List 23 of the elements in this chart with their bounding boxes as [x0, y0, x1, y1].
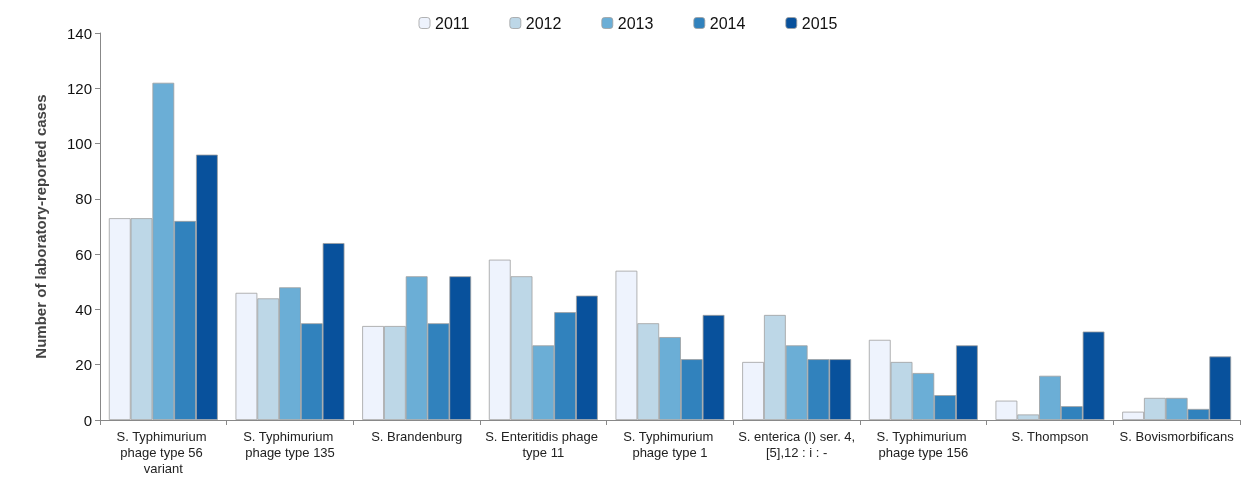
- x-tick-label: S. Enteritidis phage type 11: [485, 428, 602, 460]
- y-tick-label: 100: [66, 135, 92, 153]
- legend-label: 2013: [617, 14, 654, 32]
- x-tick-label: S. Typhimurium phage type 1: [623, 428, 717, 460]
- y-tick-label: 80: [75, 190, 92, 208]
- x-tick-label: S. enterica (I) ser. 4,[5],12 : i : -: [738, 428, 856, 460]
- x-tick-label: S. Typhimurium phage type 56 variant: [116, 428, 211, 476]
- legend-label: 2014: [709, 14, 746, 32]
- y-tick-label: 40: [75, 300, 92, 318]
- y-tick-label: 140: [66, 24, 92, 42]
- legend-label: 2012: [525, 14, 562, 32]
- x-tick-label: S. Brandenburg: [371, 428, 463, 444]
- x-tick-label: S. Bovismorbificans: [1119, 428, 1235, 444]
- y-tick-label: 120: [66, 79, 92, 97]
- x-tick-label: S. Typhimurium phage type 135: [243, 428, 337, 460]
- y-tick-label: 20: [75, 356, 92, 374]
- y-tick-label: 0: [83, 411, 92, 429]
- y-tick-label: 60: [75, 245, 92, 263]
- x-tick-label: S. Typhimurium phage type 156: [876, 428, 971, 460]
- y-axis-title: Number of laboratory-reported cases: [32, 94, 49, 359]
- legend-label: 2011: [435, 14, 470, 32]
- x-tick-label: S. Thompson: [1011, 428, 1089, 444]
- legend-label: 2015: [801, 14, 838, 32]
